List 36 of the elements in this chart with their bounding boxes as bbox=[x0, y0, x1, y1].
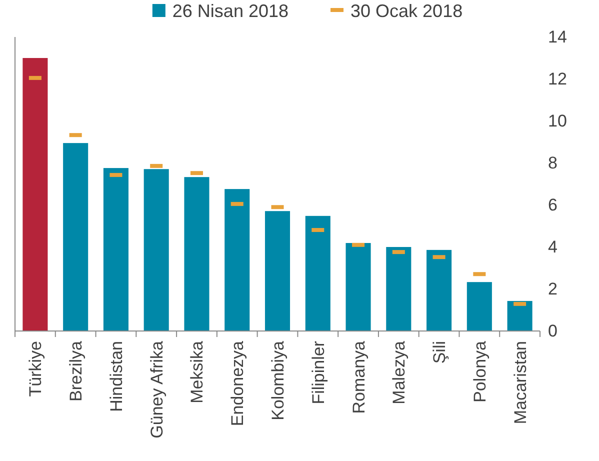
y-tick-label: 4 bbox=[548, 237, 558, 256]
y-tick-label: 12 bbox=[548, 69, 567, 88]
x-tick-label: Brezilya bbox=[66, 340, 86, 402]
x-tick-label: Hindistan bbox=[106, 341, 126, 412]
bar bbox=[264, 211, 290, 331]
bar bbox=[305, 216, 330, 331]
x-tick-label: Endonezya bbox=[228, 340, 248, 426]
bar bbox=[184, 177, 210, 331]
y-tick-label: 0 bbox=[548, 321, 558, 340]
bar bbox=[224, 189, 250, 331]
x-tick-label: Şili bbox=[430, 341, 450, 364]
x-tick-label: Türkiye bbox=[26, 341, 46, 397]
x-tick-label: Kolombiya bbox=[268, 340, 288, 420]
bar bbox=[103, 168, 128, 331]
x-tick-label: Romanya bbox=[349, 340, 368, 414]
y-tick-label: 8 bbox=[548, 153, 558, 172]
y-tick-label: 6 bbox=[548, 195, 558, 214]
bar bbox=[426, 250, 452, 331]
y-tick-label: 14 bbox=[548, 27, 567, 46]
x-tick-label: Malezya bbox=[390, 340, 409, 404]
legend-label: 26 Nisan 2018 bbox=[172, 1, 289, 21]
x-tick-label: Meksika bbox=[188, 340, 207, 404]
x-tick-label: Güney Afrika bbox=[147, 340, 166, 438]
bar bbox=[507, 300, 532, 331]
bar bbox=[346, 243, 371, 331]
bar bbox=[63, 143, 88, 331]
y-tick-label: 2 bbox=[548, 279, 558, 298]
x-tick-label: Macaristan bbox=[510, 341, 530, 424]
bar bbox=[144, 169, 169, 331]
y-tick-label: 10 bbox=[548, 111, 567, 130]
bar bbox=[22, 58, 48, 331]
bar bbox=[386, 247, 412, 331]
x-tick-label: Polonya bbox=[470, 340, 490, 402]
bar bbox=[466, 282, 492, 331]
legend-label: 30 Ocak 2018 bbox=[350, 1, 463, 21]
x-tick-label: Filipinler bbox=[308, 340, 328, 404]
